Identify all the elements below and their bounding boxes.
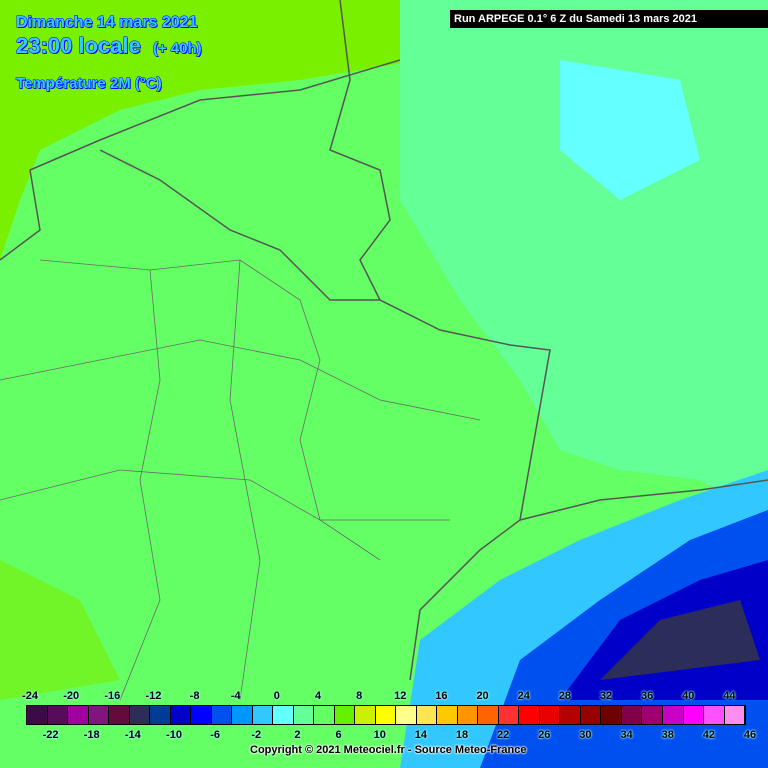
legend-swatch: [580, 706, 602, 724]
legend-swatch: [704, 706, 725, 724]
legend-swatch: [273, 706, 294, 724]
legend-label: 32: [599, 690, 613, 702]
legend-swatch: [375, 706, 397, 724]
legend-label: 42: [702, 729, 715, 741]
legend-label: -4: [230, 690, 241, 702]
legend-label: 40: [682, 690, 695, 702]
legend-label: 12: [394, 690, 407, 702]
forecast-date: Dimanche 14 mars 2021: [15, 14, 198, 32]
legend-label: -16: [104, 690, 121, 702]
legend-label: -22: [42, 729, 59, 741]
legend-swatch: [47, 706, 69, 724]
legend-swatch: [211, 706, 233, 724]
legend-swatch: [416, 706, 438, 724]
legend-swatch: [457, 706, 479, 724]
legend-label: -2: [251, 729, 262, 741]
legend-label: 8: [356, 690, 363, 702]
legend-label: 0: [273, 690, 280, 702]
legend-swatch: [662, 706, 684, 724]
legend-label: -24: [22, 690, 38, 702]
legend-label: 16: [435, 690, 448, 702]
legend-label: 4: [314, 690, 322, 702]
legend-swatch: [355, 706, 376, 724]
forecast-time: 23:00 locale (+ 40h): [16, 33, 203, 59]
legend-label: -8: [189, 690, 200, 702]
legend-swatch: [314, 706, 335, 724]
legend-swatch: [88, 706, 110, 724]
legend-label: -6: [210, 729, 221, 741]
legend-label: 18: [455, 729, 469, 741]
legend-label: -20: [63, 690, 80, 702]
legend-swatch: [519, 706, 540, 724]
legend-swatch: [621, 706, 643, 724]
legend-label: 20: [476, 690, 489, 702]
country-borders: [0, 0, 768, 681]
legend-swatch: [27, 706, 48, 724]
legend-swatch: [498, 706, 520, 724]
legend-swatch: [191, 706, 212, 724]
legend-label: -14: [124, 729, 141, 741]
cold-zone-alps-summits: [600, 600, 760, 680]
legend-label: 22: [497, 729, 510, 741]
legend-label: 2: [294, 729, 301, 741]
legend-swatch: [293, 706, 315, 724]
legend-swatch: [129, 706, 151, 724]
legend-label: 6: [335, 729, 342, 741]
cold-zone-northeast: [560, 60, 700, 200]
legend-swatch: [560, 706, 581, 724]
legend-swatch: [396, 706, 417, 724]
legend-swatch: [437, 706, 458, 724]
variable-title: Température 2M (°C): [16, 75, 163, 93]
legend-label: 14: [414, 729, 427, 741]
sea-area: [0, 0, 420, 260]
legend-label: 34: [620, 729, 633, 741]
legend-label: 46: [743, 729, 757, 741]
legend-swatch: [539, 706, 561, 724]
run-label: Run ARPEGE 0.1° 6 Z du Samedi 13 mars 20…: [450, 10, 768, 28]
legend-swatch: [601, 706, 622, 724]
legend-swatch: [232, 706, 253, 724]
legend-label: 10: [373, 729, 386, 741]
legend-swatch: [109, 706, 130, 724]
legend-label: 28: [558, 690, 571, 702]
legend-swatch: [478, 706, 499, 724]
copyright: Copyright © 2021 Meteociel.fr - Source M…: [250, 744, 527, 756]
legend-label: 44: [723, 690, 736, 702]
legend-label: -12: [145, 690, 162, 702]
legend-swatch: [642, 706, 663, 724]
legend-swatch: [683, 706, 705, 724]
legend-swatch: [252, 706, 274, 724]
legend-swatch: [170, 706, 192, 724]
legend-swatch: [150, 706, 171, 724]
color-legend-bar: [26, 705, 746, 725]
legend-swatch: [334, 706, 356, 724]
forecast-lead: (+ 40h): [152, 40, 202, 58]
forecast-local-time: 23:00 locale: [16, 33, 142, 59]
legend-label: 36: [641, 690, 654, 702]
legend-swatch: [68, 706, 89, 724]
legend-label: -18: [83, 729, 100, 741]
legend-label: 30: [579, 729, 592, 741]
legend-label: -10: [166, 729, 182, 741]
mild-zone-southwest: [0, 560, 120, 700]
region-borders: [0, 259, 481, 701]
legend-label: 26: [538, 729, 551, 741]
legend-label: 38: [661, 729, 674, 741]
legend-swatch: [724, 706, 746, 724]
legend-label: 24: [517, 690, 530, 702]
